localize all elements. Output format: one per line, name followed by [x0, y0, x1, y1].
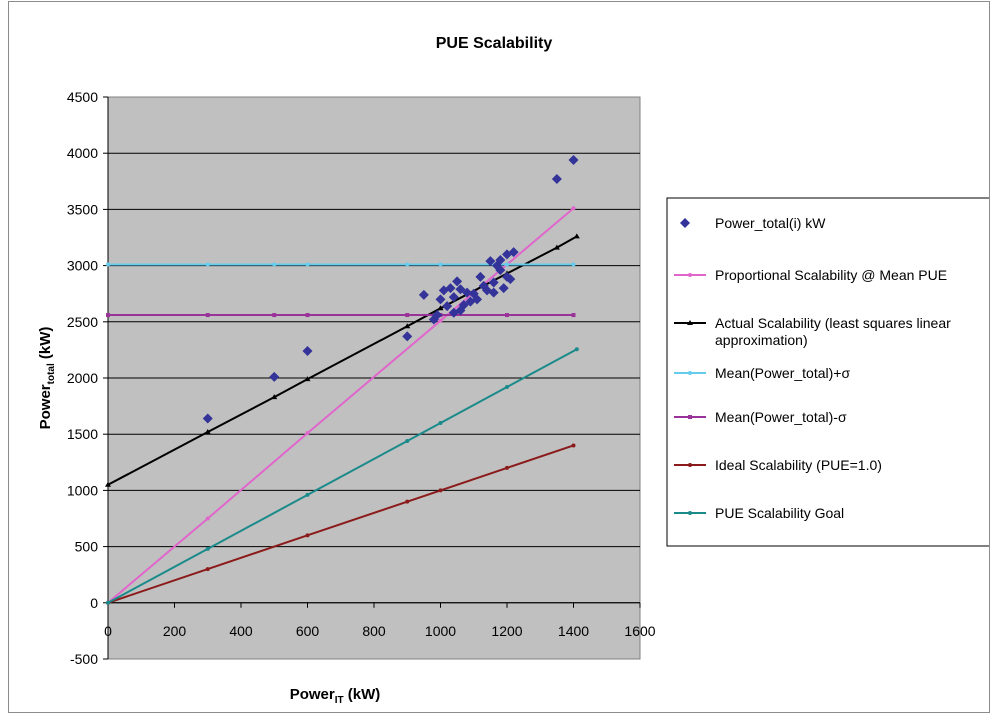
legend-swatch-marker: [688, 273, 692, 277]
y-tick-label: 0: [90, 595, 98, 611]
line-point: [505, 313, 509, 317]
legend-label: Actual Scalability (least squares linear: [715, 315, 951, 331]
line-point: [575, 347, 579, 351]
y-axis-label-unit: (kW): [37, 327, 54, 364]
line-point: [272, 262, 276, 266]
pue-scalability-chart: PUE Scalability -50005001000150020002500…: [9, 2, 990, 713]
x-axis-label-unit: (kW): [344, 686, 381, 703]
line-point: [206, 547, 210, 551]
line-point: [206, 262, 210, 266]
y-tick-label: 2500: [67, 314, 98, 330]
line-point: [106, 601, 110, 605]
line-point: [572, 313, 576, 317]
line-point: [206, 313, 210, 317]
line-point: [306, 431, 310, 435]
chart-title: PUE Scalability: [436, 35, 553, 52]
line-point: [306, 533, 310, 537]
line-point: [439, 319, 443, 323]
line-point: [405, 439, 409, 443]
line-point: [106, 262, 110, 266]
y-tick-label: 1000: [67, 482, 98, 498]
legend-item-1: Proportional Scalability @ Mean PUE: [674, 267, 947, 283]
x-tick-label: 800: [362, 623, 386, 639]
line-point: [505, 385, 509, 389]
line-point: [405, 262, 409, 266]
line-point: [439, 421, 443, 425]
line-point: [206, 567, 210, 571]
legend-swatch-marker: [688, 371, 692, 375]
x-axis-label-sub: IT: [335, 695, 344, 706]
y-tick-label: 500: [75, 539, 99, 555]
y-tick-label: 4000: [67, 145, 98, 161]
line-point: [306, 262, 310, 266]
legend-swatch-marker: [688, 463, 692, 467]
legend-label: PUE Scalability Goal: [715, 505, 844, 521]
legend-label: Power_total(i) kW: [715, 215, 826, 231]
line-point: [405, 500, 409, 504]
y-tick-label: 4500: [67, 89, 98, 105]
line-point: [405, 313, 409, 317]
x-axis-label: PowerIT (kW): [290, 686, 381, 706]
x-tick-label: 1000: [425, 623, 456, 639]
line-point: [572, 262, 576, 266]
x-tick-label: 200: [163, 623, 187, 639]
x-tick-label: 0: [104, 623, 112, 639]
x-tick-label: 400: [229, 623, 253, 639]
legend-label: approximation): [715, 332, 808, 348]
y-tick-label: -500: [70, 651, 98, 667]
x-tick-label: 1600: [624, 623, 655, 639]
y-axis-label-sub: total: [46, 363, 57, 384]
x-tick-label: 1200: [491, 623, 522, 639]
y-tick-label: 3500: [67, 201, 98, 217]
y-tick-labels: -500 0 500 1000 1500 2000 2500 3000 3500 4000 4500: [67, 89, 98, 667]
y-tick-label: 3000: [67, 258, 98, 274]
legend-swatch-marker: [688, 511, 692, 515]
line-point: [572, 443, 576, 447]
line-point: [106, 313, 110, 317]
legend-label: Mean(Power_total)-σ: [715, 409, 847, 425]
x-axis-label-main: Power: [290, 686, 335, 703]
line-point: [306, 313, 310, 317]
line-point: [306, 493, 310, 497]
y-axis-label-group: Powertotal (kW): [37, 327, 57, 430]
y-tick-label: 2000: [67, 370, 98, 386]
legend-label: Ideal Scalability (PUE=1.0): [715, 457, 882, 473]
line-point: [272, 313, 276, 317]
line-point: [439, 488, 443, 492]
y-axis-label: Powertotal (kW): [37, 327, 57, 430]
line-point: [505, 262, 509, 266]
y-tick-label: 1500: [67, 426, 98, 442]
x-tick-label: 600: [296, 623, 320, 639]
legend-label: Proportional Scalability @ Mean PUE: [715, 267, 947, 283]
legend-swatch-marker: [688, 415, 692, 419]
line-point: [206, 517, 210, 521]
line-point: [439, 262, 443, 266]
y-axis-label-main: Power: [37, 384, 54, 429]
chart-frame: PUE Scalability -500 0 500 1000 1500 2000 2500…: [8, 1, 990, 713]
x-tick-label: 1400: [558, 623, 589, 639]
line-point: [505, 466, 509, 470]
legend-label: Mean(Power_total)+σ: [715, 365, 850, 381]
line-point: [572, 206, 576, 210]
